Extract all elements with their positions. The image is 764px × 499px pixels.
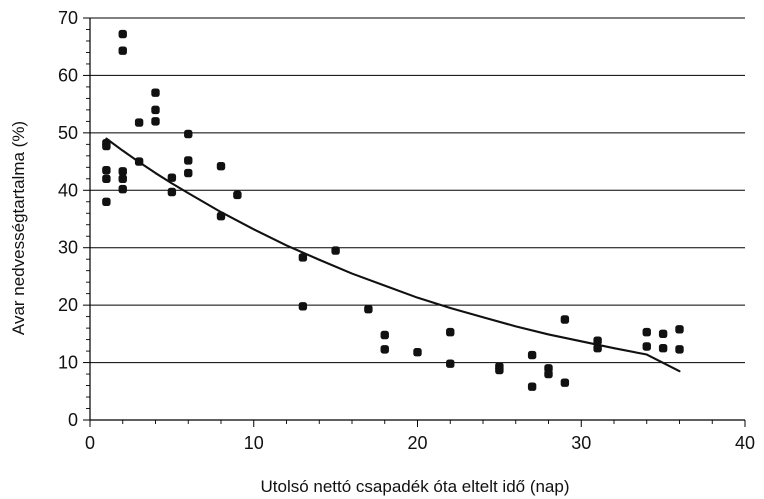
y-tick-label-1: 10 bbox=[58, 353, 78, 373]
grid-lines bbox=[90, 17, 745, 364]
data-point-28 bbox=[380, 345, 389, 354]
data-point-40 bbox=[593, 336, 602, 345]
data-point-15 bbox=[167, 173, 177, 182]
x-tick-label-2: 20 bbox=[407, 433, 427, 453]
data-point-24 bbox=[298, 302, 308, 311]
trend-line bbox=[105, 137, 681, 373]
data-point-6 bbox=[118, 46, 127, 55]
data-point-46 bbox=[675, 325, 684, 334]
data-point-27 bbox=[380, 330, 389, 340]
data-point-43 bbox=[642, 342, 651, 351]
data-point-34 bbox=[527, 350, 537, 360]
x-tick-label-4: 40 bbox=[735, 433, 755, 453]
axes bbox=[89, 18, 745, 421]
data-point-42 bbox=[642, 327, 651, 337]
data-point-30 bbox=[446, 327, 455, 337]
data-point-39 bbox=[560, 378, 570, 387]
data-point-8 bbox=[118, 174, 127, 183]
data-point-41 bbox=[593, 344, 602, 353]
x-tick-label-0: 0 bbox=[85, 433, 95, 453]
data-point-37 bbox=[544, 369, 553, 379]
data-point-26 bbox=[364, 304, 373, 314]
data-points bbox=[102, 29, 684, 391]
data-point-5 bbox=[118, 29, 127, 39]
data-point-47 bbox=[675, 345, 684, 354]
y-tick-label-6: 60 bbox=[58, 65, 78, 85]
data-point-16 bbox=[167, 187, 177, 197]
data-point-17 bbox=[184, 129, 193, 139]
y-tick-label-4: 40 bbox=[58, 180, 78, 200]
data-point-14 bbox=[151, 117, 160, 126]
data-point-12 bbox=[151, 88, 160, 97]
data-point-9 bbox=[118, 184, 127, 194]
data-point-20 bbox=[216, 161, 226, 171]
y-axis-title: Avar nedvességtartalma (%) bbox=[9, 121, 28, 335]
data-point-13 bbox=[151, 105, 160, 115]
data-point-21 bbox=[216, 211, 226, 221]
data-point-22 bbox=[233, 190, 242, 200]
tick-labels: 0 10 20 30 40 50 60 70 0 10 20 30 40 bbox=[58, 8, 755, 453]
x-axis-title: Utolsó nettó csapadék óta eltelt idő (na… bbox=[260, 477, 569, 496]
data-point-2 bbox=[102, 165, 111, 175]
data-point-1 bbox=[102, 141, 111, 151]
y-tick-label-2: 20 bbox=[58, 295, 78, 315]
data-point-10 bbox=[134, 118, 144, 127]
data-point-19 bbox=[184, 168, 193, 178]
data-point-31 bbox=[446, 359, 455, 368]
data-point-18 bbox=[184, 156, 193, 165]
data-point-4 bbox=[102, 197, 111, 206]
tick-marks bbox=[83, 17, 746, 427]
y-tick-label-7: 70 bbox=[58, 8, 78, 28]
data-point-11 bbox=[134, 157, 144, 166]
y-tick-label-5: 50 bbox=[58, 123, 78, 143]
x-tick-label-1: 10 bbox=[244, 433, 264, 453]
data-point-45 bbox=[658, 344, 668, 353]
data-point-35 bbox=[527, 382, 537, 391]
y-tick-label-0: 0 bbox=[68, 410, 78, 430]
data-point-25 bbox=[331, 246, 340, 255]
data-point-38 bbox=[560, 315, 570, 324]
data-point-3 bbox=[102, 174, 111, 183]
x-tick-label-3: 30 bbox=[571, 433, 591, 453]
data-point-44 bbox=[658, 329, 668, 339]
data-point-23 bbox=[298, 253, 308, 262]
data-point-33 bbox=[495, 365, 504, 375]
trend-line-group bbox=[105, 137, 681, 373]
data-point-7 bbox=[118, 167, 127, 176]
y-tick-label-3: 30 bbox=[58, 238, 78, 258]
data-point-29 bbox=[413, 348, 422, 357]
